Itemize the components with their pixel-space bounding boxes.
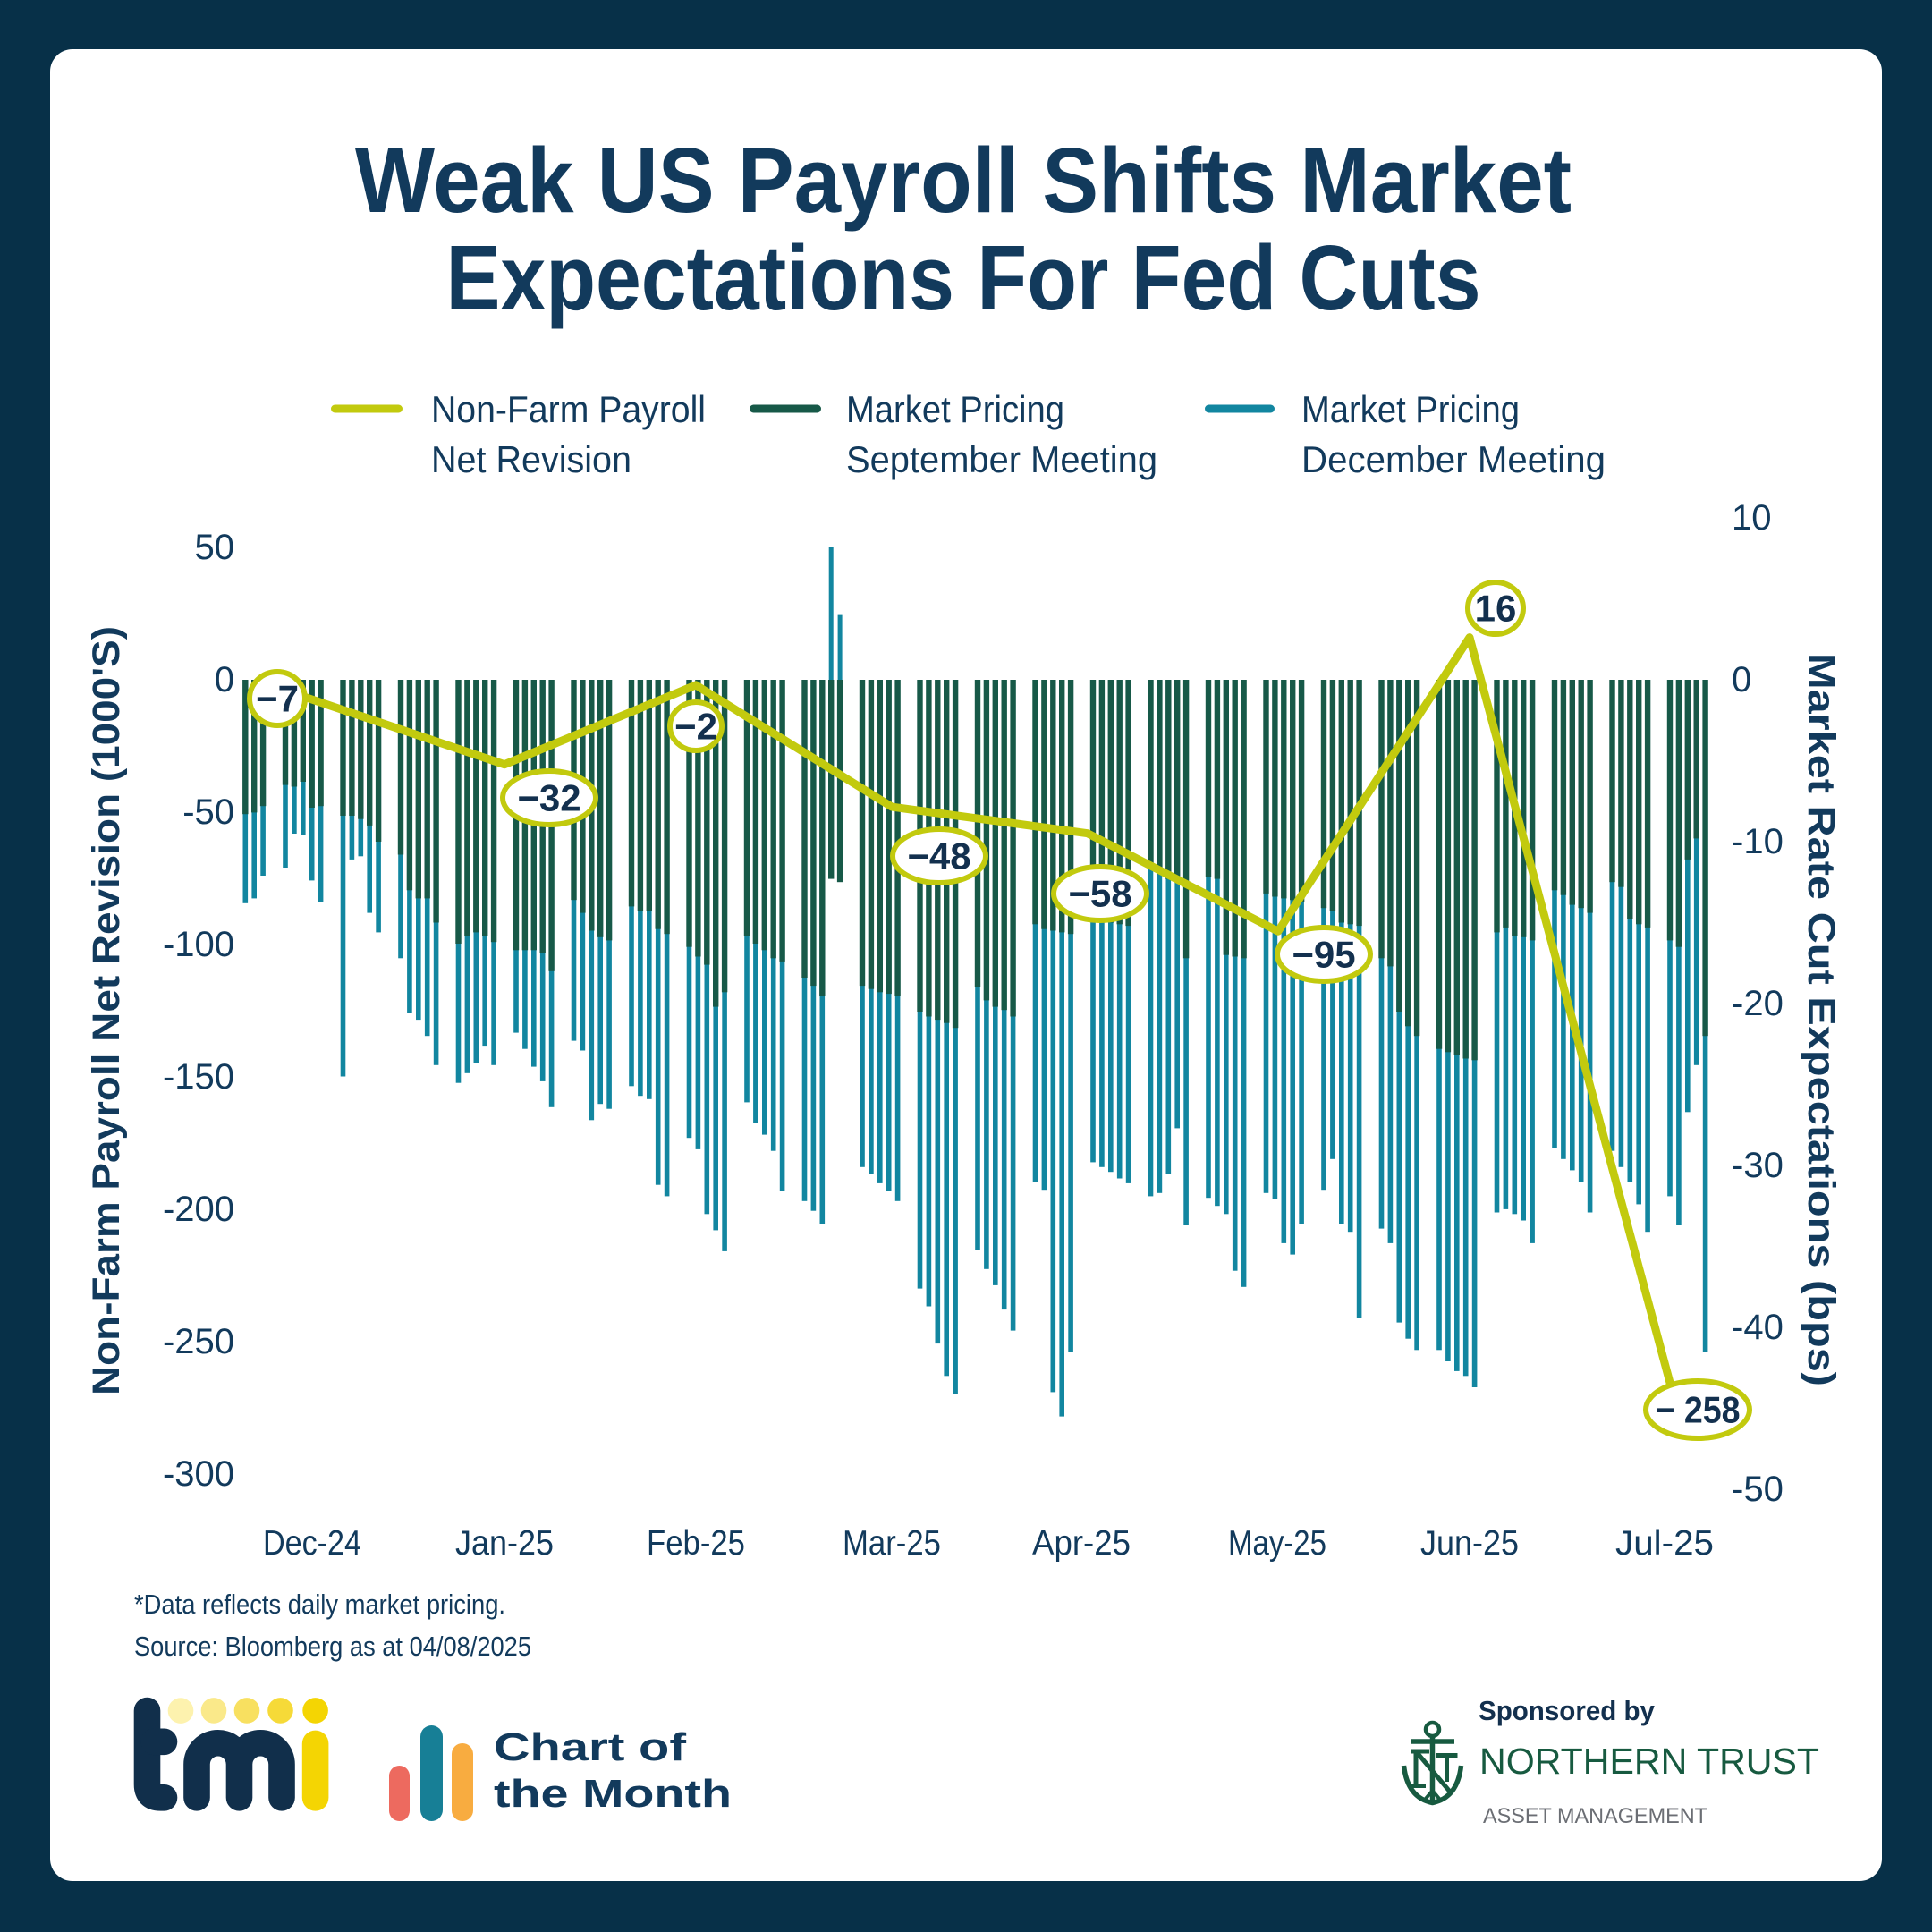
svg-text:-250: -250 [163, 1322, 234, 1361]
svg-text:Non-Farm Payroll Net Revision: Non-Farm Payroll Net Revision (1000'S) [85, 626, 128, 1395]
svg-text:Expectations For Fed Cuts: Expectations For Fed Cuts [446, 226, 1481, 329]
svg-text:−48: −48 [907, 835, 970, 877]
svg-text:Jan-25: Jan-25 [455, 1524, 554, 1563]
svg-text:16: 16 [1475, 588, 1517, 630]
svg-text:50: 50 [195, 528, 235, 567]
svg-text:Market Pricing: Market Pricing [846, 388, 1064, 430]
svg-text:-150: -150 [163, 1057, 234, 1097]
svg-text:−2: −2 [674, 706, 717, 748]
svg-text:-30: -30 [1732, 1146, 1784, 1185]
svg-text:-10: -10 [1732, 822, 1784, 861]
svg-text:-40: -40 [1732, 1308, 1784, 1347]
svg-text:Non-Farm Payroll: Non-Farm Payroll [431, 388, 706, 430]
svg-text:Market Rate Cut Expectations (: Market Rate Cut Expectations (bps) [1800, 653, 1843, 1386]
svg-text:Chart of: Chart of [494, 1725, 686, 1769]
svg-text:Net Revision: Net Revision [431, 438, 631, 480]
svg-text:−32: −32 [517, 777, 580, 819]
svg-text:the Month: the Month [494, 1772, 732, 1816]
svg-text:Feb-25: Feb-25 [647, 1524, 745, 1563]
svg-text:Source: Bloomberg as at 04/08/: Source: Bloomberg as at 04/08/2025 [134, 1631, 531, 1662]
svg-text:Market Pricing: Market Pricing [1301, 388, 1520, 430]
svg-text:May-25: May-25 [1228, 1524, 1326, 1563]
svg-text:Jul-25: Jul-25 [1615, 1524, 1714, 1563]
svg-text:ASSET MANAGEMENT: ASSET MANAGEMENT [1483, 1804, 1707, 1828]
svg-text:Sponsored by: Sponsored by [1479, 1695, 1656, 1726]
svg-text:Jun-25: Jun-25 [1420, 1524, 1519, 1563]
svg-text:*Data reflects daily market pr: *Data reflects daily market pricing. [134, 1589, 505, 1620]
svg-text:Mar-25: Mar-25 [843, 1524, 941, 1563]
svg-text:10: 10 [1732, 498, 1772, 538]
svg-text:September Meeting: September Meeting [846, 438, 1157, 480]
svg-text:Apr-25: Apr-25 [1032, 1524, 1131, 1563]
svg-text:−58: −58 [1068, 873, 1131, 915]
svg-text:December Meeting: December Meeting [1301, 438, 1606, 480]
svg-text:-200: -200 [163, 1190, 234, 1229]
svg-text:-20: -20 [1732, 984, 1784, 1023]
svg-text:− 258: − 258 [1656, 1389, 1741, 1431]
svg-text:-50: -50 [1732, 1470, 1784, 1509]
svg-text:Dec-24: Dec-24 [263, 1524, 361, 1563]
svg-text:0: 0 [215, 660, 234, 699]
svg-text:−95: −95 [1292, 934, 1355, 976]
svg-text:-300: -300 [163, 1454, 234, 1494]
svg-text:Weak US Payroll Shifts Market: Weak US Payroll Shifts Market [355, 129, 1572, 232]
svg-text:0: 0 [1732, 660, 1751, 699]
svg-text:-50: -50 [182, 792, 234, 832]
svg-text:NORTHERN TRUST: NORTHERN TRUST [1479, 1741, 1819, 1782]
svg-text:−7: −7 [256, 678, 299, 720]
svg-text:-100: -100 [163, 925, 234, 964]
